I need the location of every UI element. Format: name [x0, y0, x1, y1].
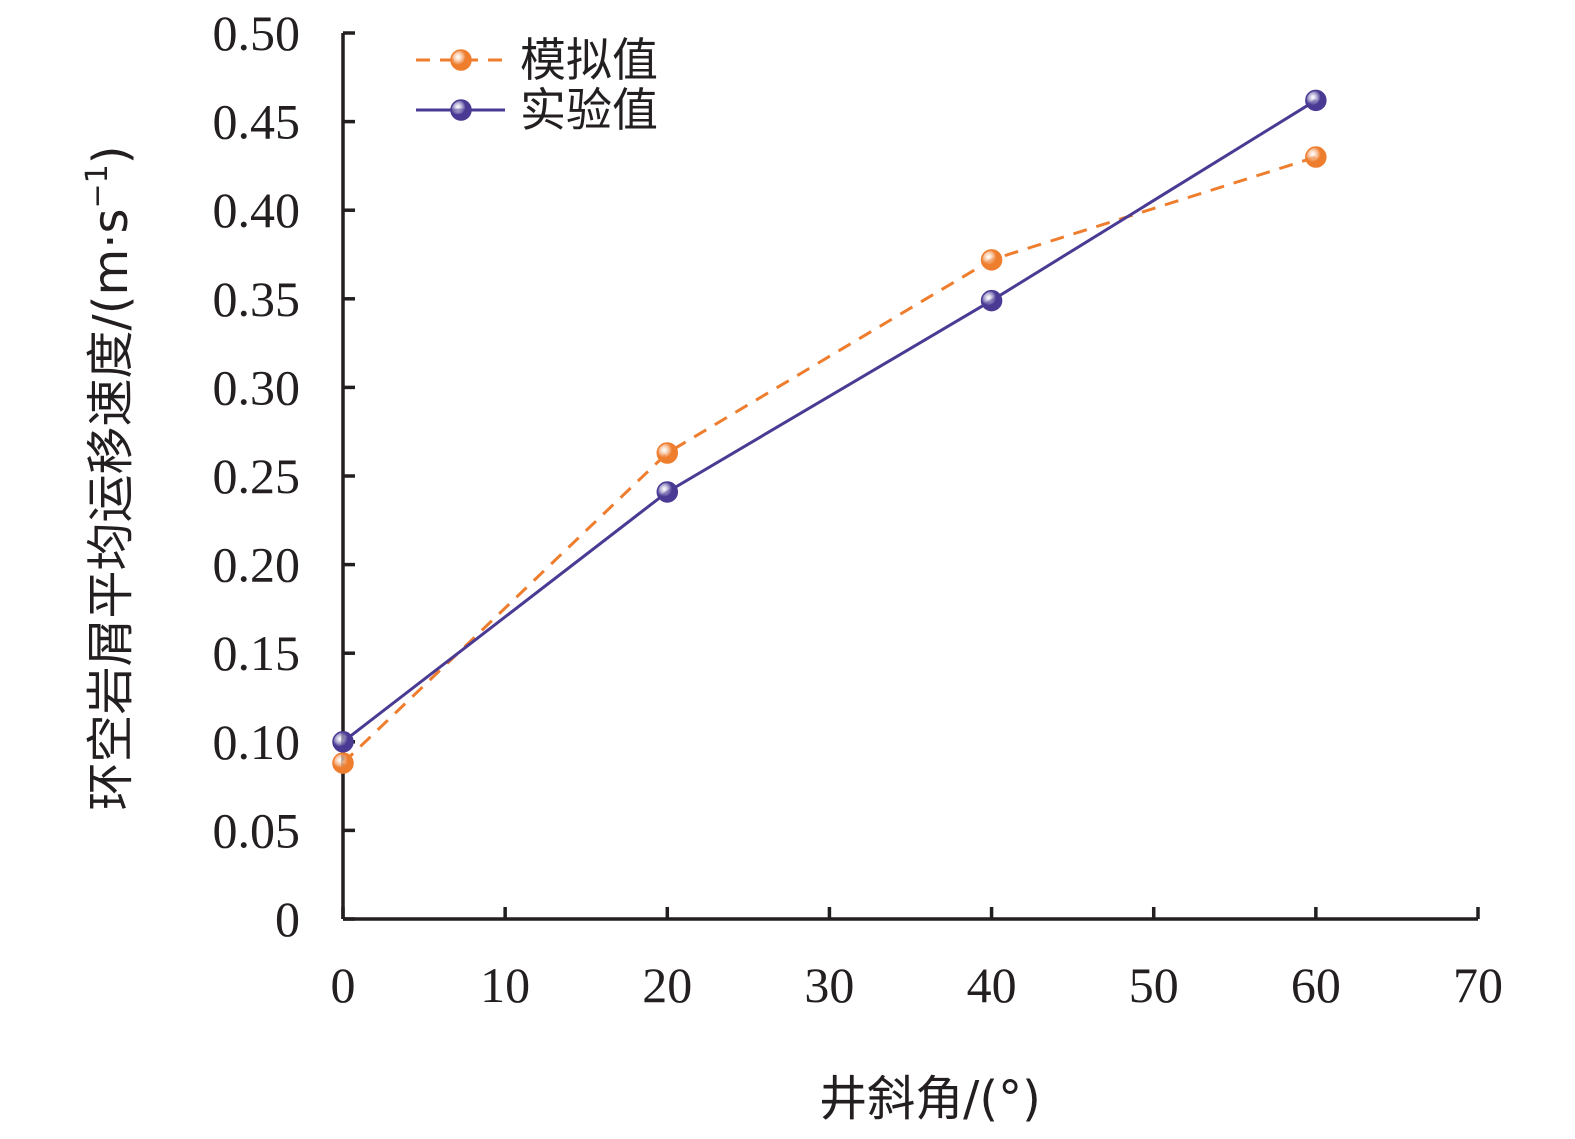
series-1	[332, 146, 1327, 774]
x-tick-label: 30	[804, 957, 854, 1013]
data-point	[1305, 89, 1327, 112]
y-tick-label: 0.40	[213, 182, 301, 238]
series-line	[342, 99, 1317, 743]
y-tick-label: 0	[275, 891, 300, 947]
x-tick-label: 40	[967, 957, 1017, 1013]
data-point	[656, 442, 679, 464]
series-2	[332, 89, 1327, 753]
x-tick-label: 20	[642, 957, 692, 1013]
data-point	[980, 289, 1003, 312]
series-line	[341, 155, 1317, 765]
data-point	[980, 249, 1003, 271]
legend-label: 实验值	[520, 83, 658, 137]
y-axis-title-superscript: −1	[80, 164, 115, 208]
x-axis-ticks: 0 10 20 30 40 50 60 70	[331, 907, 1503, 1013]
legend-item: 实验值	[416, 83, 658, 137]
x-tick-label: 10	[480, 957, 530, 1013]
y-axis-ticks: 0 0.05 0.10 0.15 0.20 0.25 0.30 0.35 0.40 0.45 0.5…	[213, 5, 355, 947]
legend-marker	[450, 49, 472, 71]
data-point	[656, 481, 679, 503]
x-tick-label: 50	[1129, 957, 1179, 1013]
data-point	[332, 731, 354, 753]
y-tick-label: 0.50	[213, 5, 301, 61]
y-tick-label: 0.25	[213, 448, 301, 504]
y-axis-title-main: 环空岩屑平均运移速度/(m·s	[83, 209, 139, 811]
data-point	[1305, 146, 1327, 168]
x-tick-label: 0	[331, 957, 356, 1013]
y-tick-label: 0.45	[213, 94, 301, 150]
legend-item: 模拟值	[416, 33, 658, 87]
y-tick-label: 0.10	[213, 714, 301, 770]
y-tick-label: 0.05	[213, 802, 301, 858]
x-axis-title: 井斜角/(°)	[819, 1071, 1041, 1127]
y-axis-title-close: )	[83, 146, 139, 165]
y-tick-label: 0.35	[213, 271, 301, 327]
data-point	[332, 752, 354, 774]
axes	[341, 33, 1478, 921]
legend-marker	[450, 99, 472, 121]
series-layer	[332, 89, 1327, 774]
y-tick-label: 0.30	[213, 359, 301, 415]
y-tick-label: 0.20	[213, 537, 301, 593]
y-tick-label: 0.15	[213, 625, 301, 681]
x-tick-label: 70	[1453, 957, 1503, 1013]
x-tick-label: 60	[1291, 957, 1341, 1013]
y-axis-title: 环空岩屑平均运移速度/(m·s−1)	[80, 146, 139, 811]
legend-label: 模拟值	[520, 33, 658, 87]
